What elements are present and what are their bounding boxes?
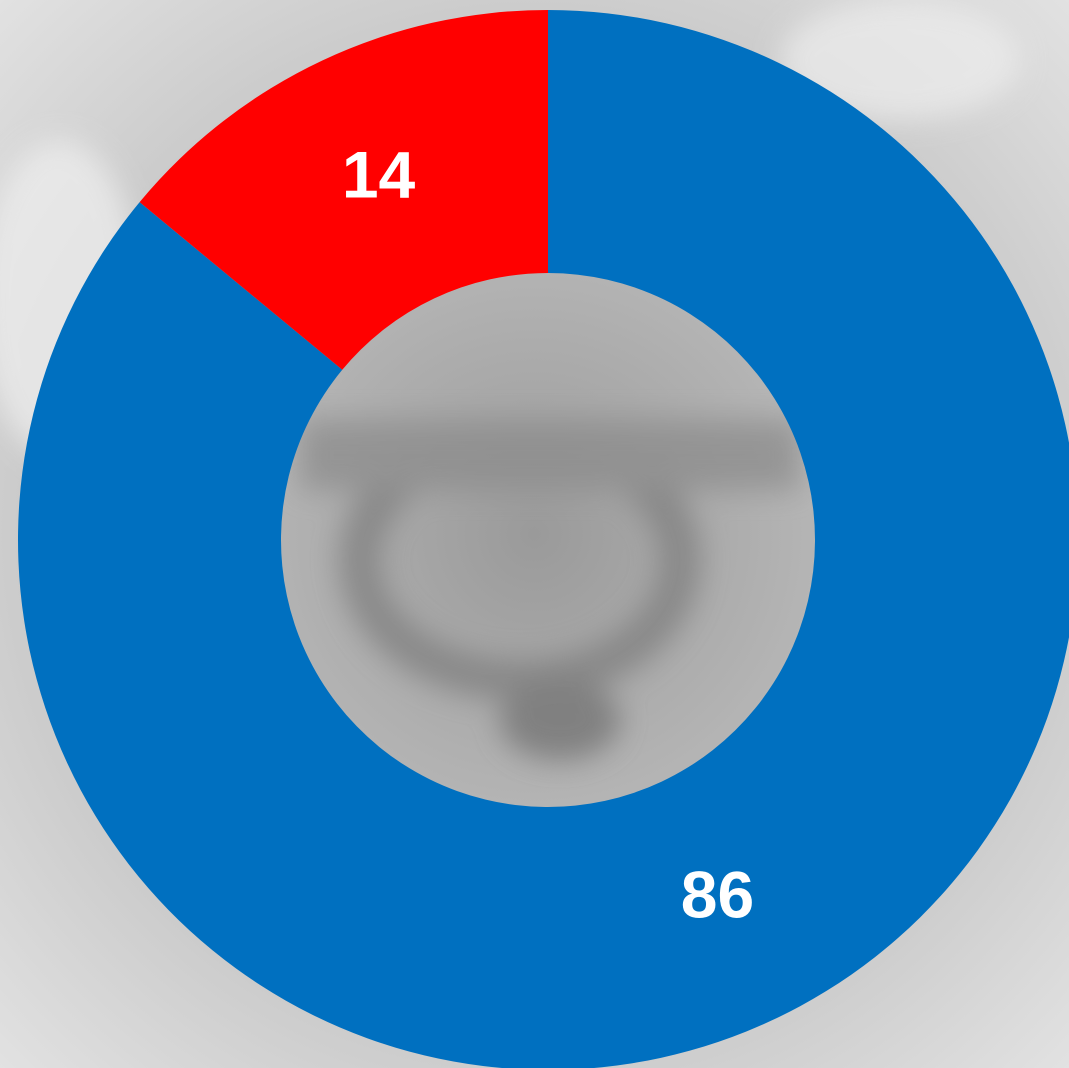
data-label: 14 (342, 137, 416, 211)
chart: 86 14 (0, 0, 1069, 1068)
page: {"chart_data": {"type": "donut", "values… (0, 0, 1069, 1068)
data-label: 86 (681, 858, 754, 932)
